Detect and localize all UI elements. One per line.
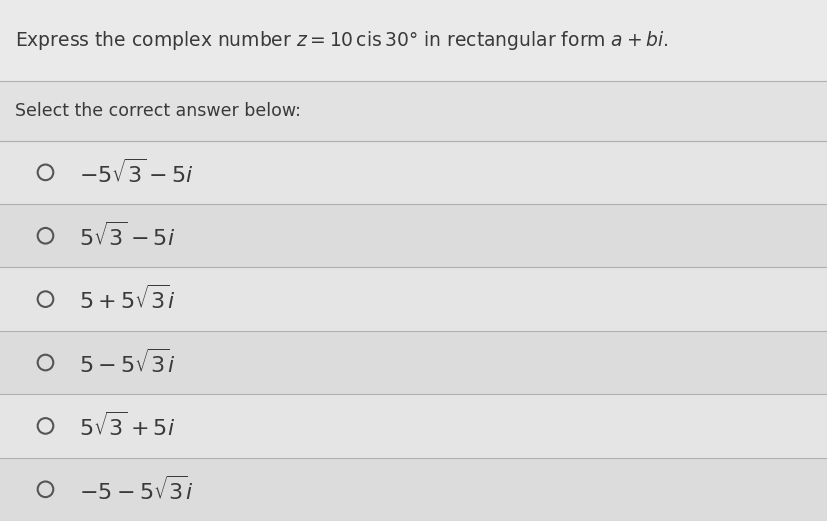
Text: Express the complex number $z = 10\,\mathrm{cis}\,30°$ in rectangular form $a + : Express the complex number $z = 10\,\mat… <box>15 29 668 52</box>
Bar <box>0 267 827 331</box>
Bar <box>0 394 827 457</box>
Text: $5\sqrt{3} - 5i$: $5\sqrt{3} - 5i$ <box>79 221 174 250</box>
Text: $5 - 5\sqrt{3}i$: $5 - 5\sqrt{3}i$ <box>79 349 174 377</box>
Bar <box>0 81 827 141</box>
Bar <box>0 0 827 81</box>
Bar <box>0 331 827 394</box>
Bar <box>0 141 827 204</box>
Text: $5\sqrt{3} + 5i$: $5\sqrt{3} + 5i$ <box>79 412 174 440</box>
Bar <box>0 457 827 521</box>
Bar <box>0 204 827 267</box>
Text: $-5 - 5\sqrt{3}i$: $-5 - 5\sqrt{3}i$ <box>79 475 194 503</box>
Text: $5 + 5\sqrt{3}i$: $5 + 5\sqrt{3}i$ <box>79 285 174 313</box>
Text: $-5\sqrt{3} - 5i$: $-5\sqrt{3} - 5i$ <box>79 158 194 187</box>
Text: Select the correct answer below:: Select the correct answer below: <box>15 102 301 120</box>
